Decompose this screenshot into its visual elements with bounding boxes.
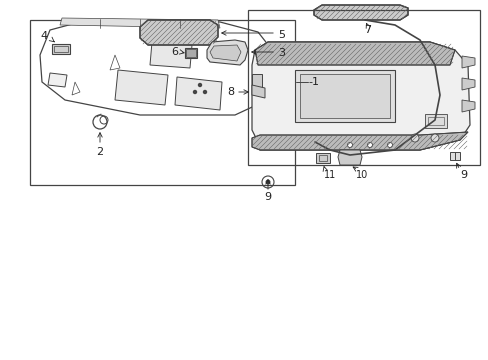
Circle shape — [367, 143, 372, 148]
Bar — [52, 44, 70, 54]
Text: 8: 8 — [226, 87, 234, 97]
Bar — [424, 114, 446, 128]
Circle shape — [430, 134, 438, 142]
Text: 6: 6 — [171, 47, 178, 57]
Polygon shape — [461, 100, 474, 112]
Bar — [247, 10, 479, 165]
Polygon shape — [251, 85, 264, 98]
Bar — [251, 74, 262, 92]
Polygon shape — [150, 42, 192, 68]
Text: 7: 7 — [364, 25, 371, 35]
Polygon shape — [254, 42, 454, 65]
Bar — [54, 46, 68, 52]
Text: 10: 10 — [355, 170, 367, 180]
Bar — [184, 48, 197, 58]
Text: -1: -1 — [307, 77, 318, 87]
Polygon shape — [461, 56, 474, 68]
Circle shape — [386, 143, 392, 148]
Text: 5: 5 — [278, 30, 285, 40]
Polygon shape — [140, 20, 218, 45]
Bar — [294, 70, 394, 122]
Circle shape — [310, 138, 318, 146]
Circle shape — [198, 84, 201, 86]
Text: 9: 9 — [459, 170, 466, 180]
Bar — [299, 74, 389, 118]
Text: 3: 3 — [278, 48, 285, 58]
Bar — [315, 153, 329, 163]
Polygon shape — [251, 132, 467, 150]
Polygon shape — [313, 5, 407, 20]
Bar — [185, 49, 196, 57]
Circle shape — [410, 134, 418, 142]
Polygon shape — [40, 22, 280, 115]
Polygon shape — [206, 40, 247, 65]
Circle shape — [265, 180, 270, 185]
Polygon shape — [175, 77, 222, 110]
Polygon shape — [60, 18, 220, 28]
Text: 4: 4 — [41, 31, 47, 41]
Polygon shape — [251, 42, 469, 150]
Bar — [318, 155, 326, 161]
Circle shape — [193, 90, 196, 94]
Polygon shape — [461, 78, 474, 90]
Circle shape — [347, 143, 352, 148]
Bar — [427, 117, 443, 125]
Text: 11: 11 — [324, 170, 336, 180]
Text: 9: 9 — [264, 192, 271, 202]
Polygon shape — [209, 45, 241, 61]
Bar — [449, 152, 459, 160]
Circle shape — [203, 90, 206, 94]
Bar — [30, 20, 294, 185]
Text: 2: 2 — [96, 147, 103, 157]
Polygon shape — [115, 70, 168, 105]
Polygon shape — [337, 150, 361, 165]
Polygon shape — [48, 73, 67, 87]
